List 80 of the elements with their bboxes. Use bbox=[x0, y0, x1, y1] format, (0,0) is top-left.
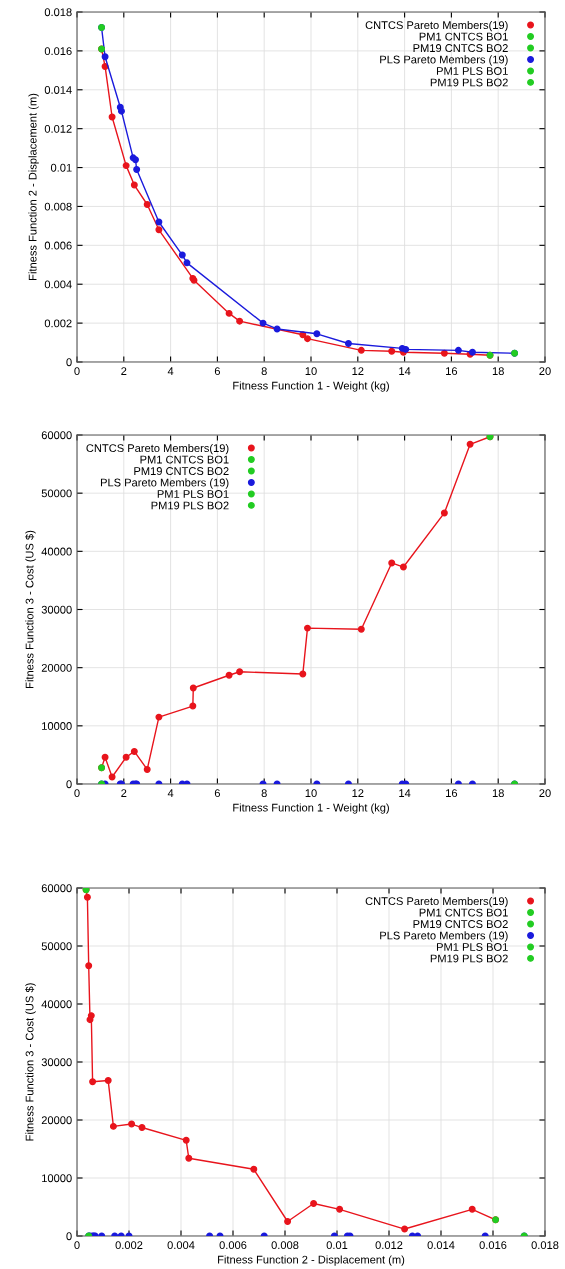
x-tick-label: 0.008 bbox=[271, 1241, 299, 1250]
legend-label: PM1 CNTCS BO1 bbox=[419, 908, 508, 917]
x-tick-label: 12 bbox=[352, 367, 364, 375]
x-tick-label: 8 bbox=[261, 789, 267, 798]
legend-label: CNTCS Pareto Members(19) bbox=[86, 443, 229, 455]
x-tick-label: 4 bbox=[167, 789, 174, 797]
legend-label: PM19 PLS BO2 bbox=[430, 954, 508, 963]
legend-label: PLS Pareto Members (19) bbox=[380, 55, 508, 66]
x-tick-label: 6 bbox=[214, 789, 220, 798]
legend-label: PM1 CNTCS BO1 bbox=[419, 32, 508, 41]
x-tick-label: 0.016 bbox=[479, 1241, 507, 1250]
x-tick-label: 20 bbox=[539, 367, 551, 376]
x-tick-label: 16 bbox=[446, 789, 458, 798]
x-tick-label: 0 bbox=[74, 1241, 80, 1250]
legend-label: PM19 CNTCS BO2 bbox=[134, 467, 229, 475]
x-axis-title: Fitness Function 2 - Displacement (m) bbox=[218, 1255, 405, 1266]
y-tick-label: 0 bbox=[66, 780, 72, 789]
y-tick-label: 0.014 bbox=[44, 86, 72, 94]
legend-label: PM19 PLS BO2 bbox=[430, 78, 508, 87]
y-tick-label: 0.01 bbox=[50, 163, 72, 172]
y-tick-label: 60000 bbox=[41, 431, 72, 440]
y-tick-label: 0.018 bbox=[44, 8, 72, 17]
x-tick-label: 2 bbox=[121, 367, 127, 375]
x-tick-label: 16 bbox=[446, 367, 458, 376]
x-tick-label: 0.01 bbox=[326, 1241, 348, 1250]
y-tick-label: 60000 bbox=[41, 884, 72, 893]
legend-label: PM19 CNTCS BO2 bbox=[413, 920, 508, 928]
legend-label: PLS Pareto Members (19) bbox=[100, 478, 229, 489]
y-tick-label: 30000 bbox=[41, 1058, 72, 1067]
y-tick-label: 50000 bbox=[41, 942, 72, 951]
x-tick-label: 4 bbox=[167, 367, 174, 375]
x-tick-label: 0.012 bbox=[375, 1241, 403, 1250]
y-tick-label: 20000 bbox=[41, 663, 72, 672]
y-tick-label: 30000 bbox=[41, 605, 72, 614]
x-tick-label: 10 bbox=[305, 789, 317, 798]
x-tick-label: 2 bbox=[121, 789, 127, 797]
y-tick-label: 0.008 bbox=[44, 202, 72, 211]
y-tick-label: 0.012 bbox=[44, 124, 72, 133]
y-tick-label: 50000 bbox=[41, 489, 72, 498]
x-axis-title: Fitness Function 1 - Weight (kg) bbox=[233, 381, 389, 392]
y-tick-label: 0.004 bbox=[44, 280, 72, 289]
legend-label: PM1 PLS BO1 bbox=[157, 490, 229, 498]
x-tick-label: 14 bbox=[399, 367, 411, 375]
x-tick-label: 10 bbox=[305, 367, 317, 376]
y-tick-label: 10000 bbox=[42, 722, 72, 730]
legend-label: CNTCS Pareto Members(19) bbox=[365, 896, 508, 908]
y-tick-label: 10000 bbox=[42, 1174, 72, 1183]
x-tick-label: 18 bbox=[492, 789, 504, 798]
x-tick-label: 0 bbox=[74, 367, 80, 376]
y-axis-title: Fitness Function 2 - Displacement (m) bbox=[28, 93, 39, 280]
y-tick-label: 0.016 bbox=[44, 47, 72, 56]
x-axis-title: Fitness Function 1 - Weight (kg) bbox=[233, 803, 389, 814]
y-tick-label: 20000 bbox=[41, 1116, 72, 1125]
x-tick-label: 0.002 bbox=[115, 1241, 143, 1250]
legend-label: PM1 PLS BO1 bbox=[436, 67, 508, 75]
y-tick-label: 0 bbox=[66, 358, 72, 367]
y-tick-label: 40000 bbox=[41, 1000, 72, 1009]
y-tick-label: 40000 bbox=[41, 547, 72, 556]
x-tick-label: 18 bbox=[492, 367, 504, 376]
x-tick-label: 0.018 bbox=[531, 1241, 559, 1250]
x-tick-label: 14 bbox=[399, 789, 411, 797]
legend-label: PM1 PLS BO1 bbox=[436, 943, 508, 951]
x-tick-label: 8 bbox=[261, 367, 267, 376]
y-tick-label: 0 bbox=[66, 1232, 72, 1241]
x-tick-label: 0 bbox=[74, 789, 80, 798]
y-axis-title: Fitness Function 3 - Cost (US $) bbox=[25, 983, 36, 1141]
legend-label: PM19 PLS BO2 bbox=[151, 501, 229, 510]
legend-label: PM19 CNTCS BO2 bbox=[413, 44, 508, 52]
x-tick-label: 12 bbox=[352, 789, 364, 797]
x-tick-label: 0.014 bbox=[427, 1241, 455, 1250]
legend-label: CNTCS Pareto Members(19) bbox=[365, 20, 508, 32]
legend-label: PLS Pareto Members (19) bbox=[380, 931, 508, 942]
x-tick-label: 0.006 bbox=[219, 1241, 247, 1250]
y-tick-label: 0.006 bbox=[44, 241, 72, 250]
y-tick-label: 0.002 bbox=[44, 319, 72, 328]
x-tick-label: 0.004 bbox=[167, 1241, 195, 1250]
y-axis-title: Fitness Function 3 - Cost (US $) bbox=[25, 530, 36, 688]
x-tick-label: 6 bbox=[214, 367, 220, 376]
legend-label: PM1 CNTCS BO1 bbox=[140, 455, 229, 464]
x-tick-label: 20 bbox=[539, 789, 551, 798]
